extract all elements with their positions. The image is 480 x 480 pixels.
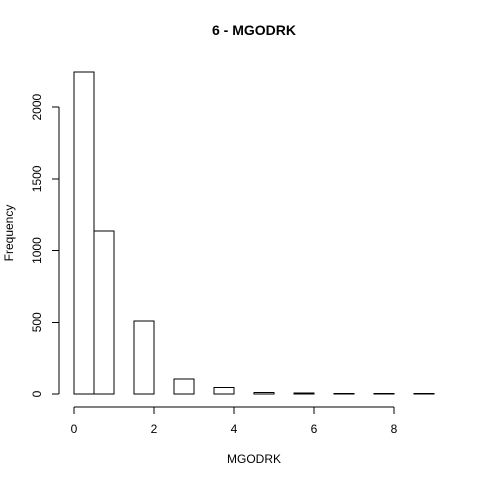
x-tick-label: 0 <box>71 422 78 436</box>
chart-title: 6 - MGODRK <box>212 22 296 38</box>
histogram-bar <box>333 392 355 395</box>
histogram-bar <box>93 230 115 395</box>
histogram-bar <box>253 392 275 395</box>
y-tick-label: 2000 <box>30 93 44 120</box>
y-axis: 0 500 1000 1500 2000 <box>30 93 60 397</box>
y-tick-label: 0 <box>30 390 44 397</box>
histogram-bar <box>293 392 315 395</box>
x-tick-label: 8 <box>391 422 398 436</box>
x-tick-label: 4 <box>231 422 238 436</box>
histogram-bar <box>133 320 155 395</box>
x-axis-label: MGODRK <box>227 452 281 466</box>
histogram-bar <box>213 387 235 395</box>
x-tick-label: 6 <box>311 422 318 436</box>
histogram-bars <box>73 71 435 395</box>
y-tick-label: 1000 <box>30 237 44 264</box>
y-tick-label: 500 <box>30 312 44 332</box>
x-axis: 0 2 4 6 8 <box>71 406 398 436</box>
histogram-bar <box>173 378 195 395</box>
x-tick-label: 2 <box>151 422 158 436</box>
histogram-bar <box>73 71 95 395</box>
y-axis-label: Frequency <box>2 205 16 262</box>
y-tick-label: 1500 <box>30 165 44 192</box>
